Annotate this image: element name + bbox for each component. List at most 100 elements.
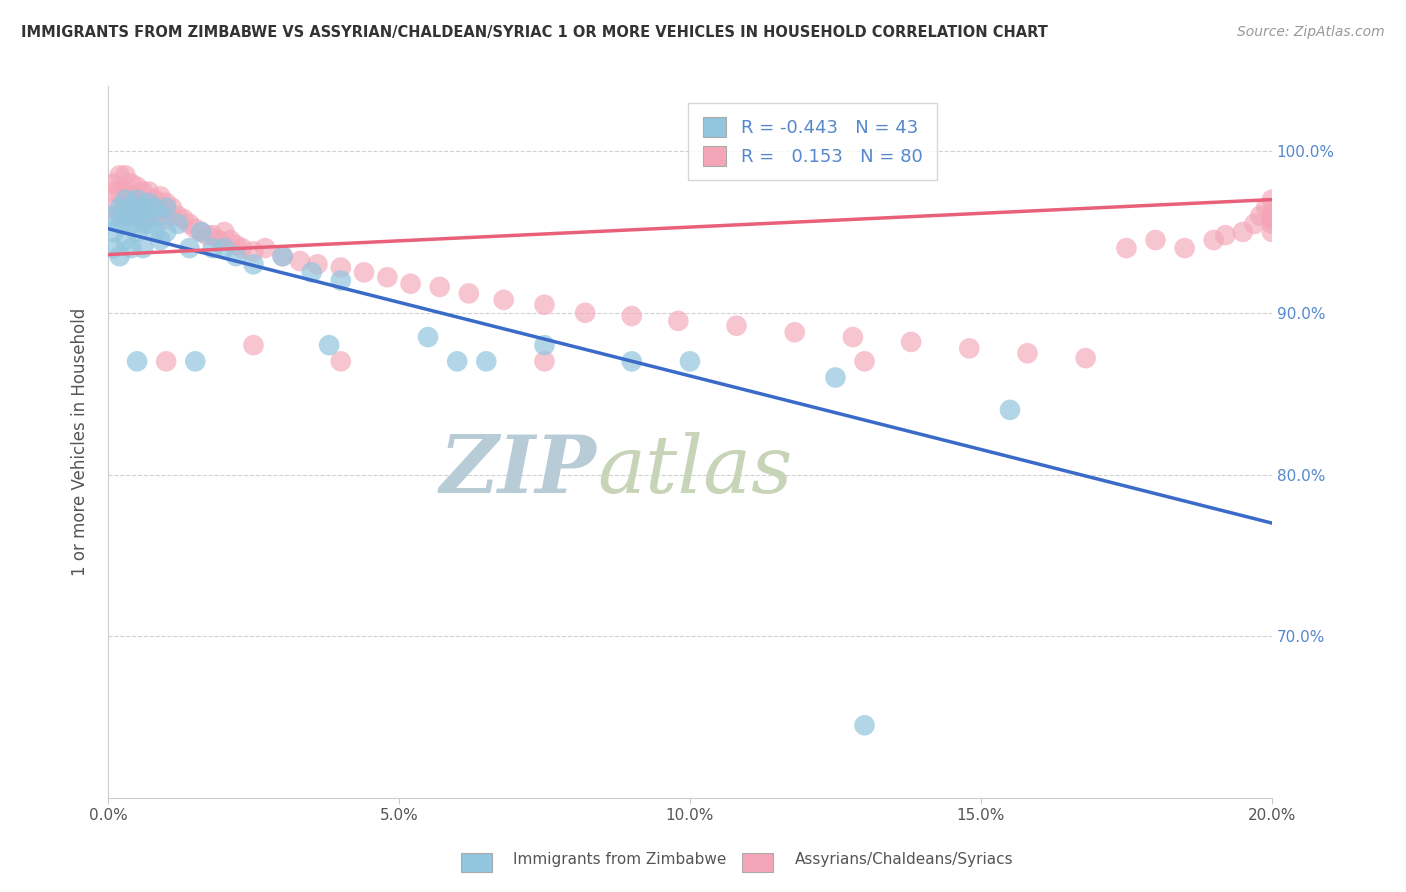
Point	[242, 257, 264, 271]
Point	[1243, 217, 1265, 231]
Point	[254, 241, 277, 255]
Point	[132, 241, 155, 255]
Point	[225, 238, 247, 252]
Point	[149, 233, 172, 247]
Point	[1144, 233, 1167, 247]
Point	[155, 201, 177, 215]
Legend: R = -0.443   N = 43, R =   0.153   N = 80: R = -0.443 N = 43, R = 0.153 N = 80	[689, 103, 936, 180]
Point	[166, 209, 188, 223]
Point	[353, 265, 375, 279]
Point	[114, 209, 136, 223]
Point	[149, 189, 172, 203]
Point	[842, 330, 865, 344]
Point	[173, 212, 195, 227]
Point	[160, 201, 183, 215]
Point	[1202, 233, 1225, 247]
Point	[149, 205, 172, 219]
Point	[853, 718, 876, 732]
Y-axis label: 1 or more Vehicles in Household: 1 or more Vehicles in Household	[72, 308, 89, 576]
Point	[214, 225, 236, 239]
Point	[533, 298, 555, 312]
Point	[957, 342, 980, 356]
Point	[231, 241, 253, 255]
Point	[1115, 241, 1137, 255]
Point	[127, 354, 149, 368]
Point	[108, 185, 131, 199]
Point	[620, 309, 643, 323]
Point	[329, 273, 352, 287]
Point	[1249, 209, 1271, 223]
Point	[143, 205, 166, 219]
Point	[132, 201, 155, 215]
Point	[184, 354, 207, 368]
Point	[201, 228, 224, 243]
Point	[114, 185, 136, 199]
Point	[127, 179, 149, 194]
Point	[1174, 241, 1197, 255]
Point	[214, 241, 236, 255]
Point	[103, 225, 125, 239]
Point	[132, 195, 155, 210]
Point	[1261, 193, 1284, 207]
Point	[103, 185, 125, 199]
Point	[138, 195, 160, 210]
Point	[318, 338, 340, 352]
Point	[190, 225, 212, 239]
Point	[108, 217, 131, 231]
Point	[533, 354, 555, 368]
Point	[1261, 205, 1284, 219]
Point	[195, 228, 218, 243]
Point	[103, 241, 125, 255]
Point	[207, 233, 229, 247]
Point	[120, 241, 142, 255]
Point	[114, 195, 136, 210]
Text: Immigrants from Zimbabwe: Immigrants from Zimbabwe	[513, 852, 727, 867]
Point	[108, 169, 131, 183]
Point	[533, 338, 555, 352]
Text: Assyrians/Chaldeans/Syriacs: Assyrians/Chaldeans/Syriacs	[794, 852, 1012, 867]
Point	[120, 177, 142, 191]
Point	[155, 225, 177, 239]
Point	[138, 217, 160, 231]
Point	[1074, 351, 1097, 365]
Point	[120, 205, 142, 219]
Text: atlas: atlas	[596, 432, 792, 509]
Point	[399, 277, 422, 291]
Text: ZIP: ZIP	[440, 432, 596, 509]
Point	[271, 249, 294, 263]
Point	[114, 193, 136, 207]
Point	[301, 265, 323, 279]
Point	[143, 201, 166, 215]
Point	[127, 225, 149, 239]
Point	[103, 209, 125, 223]
Point	[143, 193, 166, 207]
Point	[127, 193, 149, 207]
Point	[120, 189, 142, 203]
Point	[155, 195, 177, 210]
Point	[416, 330, 439, 344]
Point	[120, 201, 142, 215]
Point	[679, 354, 702, 368]
Point	[1261, 212, 1284, 227]
Point	[271, 249, 294, 263]
Point	[114, 233, 136, 247]
Point	[108, 209, 131, 223]
Point	[446, 354, 468, 368]
Point	[127, 209, 149, 223]
Point	[132, 217, 155, 231]
Point	[114, 209, 136, 223]
Point	[1261, 209, 1284, 223]
Point	[1261, 212, 1284, 227]
Point	[429, 280, 451, 294]
Point	[329, 260, 352, 275]
Point	[179, 241, 201, 255]
Point	[998, 402, 1021, 417]
Point	[242, 244, 264, 259]
Point	[127, 193, 149, 207]
Point	[475, 354, 498, 368]
Point	[1261, 217, 1284, 231]
Point	[900, 334, 922, 349]
Point	[620, 354, 643, 368]
Point	[1017, 346, 1039, 360]
Point	[138, 185, 160, 199]
